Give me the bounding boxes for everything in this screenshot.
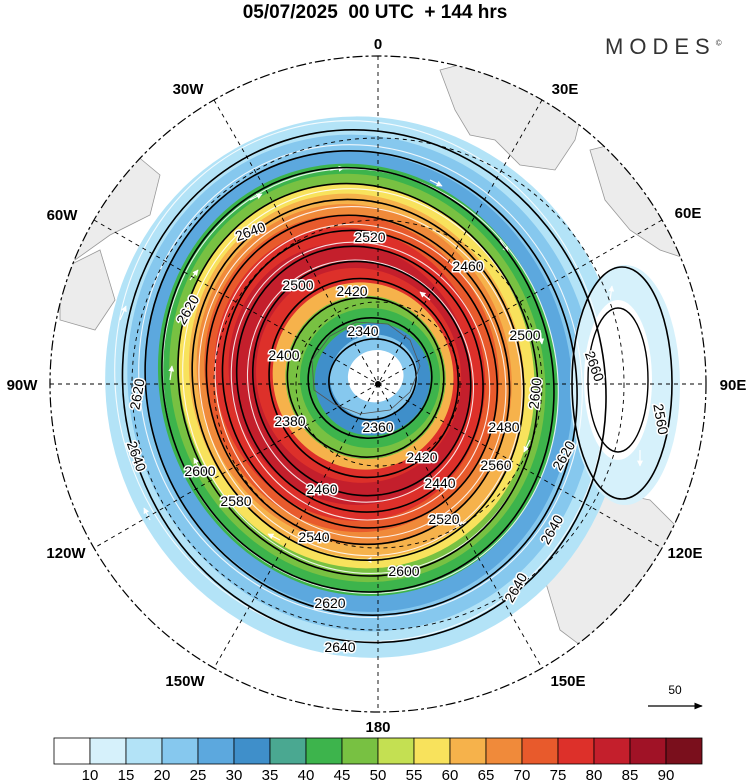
colorbar-swatch bbox=[521, 737, 559, 765]
lon-label: 90W bbox=[7, 377, 39, 394]
colorbar-swatch bbox=[413, 737, 451, 765]
lon-label: 180 bbox=[365, 719, 390, 736]
colorbar-label: 45 bbox=[334, 767, 351, 782]
colorbar-label: 10 bbox=[82, 767, 99, 782]
contour-label: 2520 bbox=[354, 229, 385, 245]
colorbar-swatch bbox=[233, 737, 271, 765]
contour-labels: 2340 2360 2380 2400 2420 2420 2440 2460 2460 2480… bbox=[122, 217, 673, 657]
streamlines bbox=[114, 120, 607, 642]
longitude-labels: 0 30E 60E 90E 120E 150E 180 150W 120W 90… bbox=[7, 36, 747, 736]
colorbar: 10 15 20 25 30 35 40 45 50 55 60 65 70 75 80 85 90 bbox=[53, 737, 703, 782]
colorbar-label: 90 bbox=[658, 767, 675, 782]
lon-label: 150E bbox=[550, 673, 585, 690]
lon-label: 150W bbox=[165, 673, 205, 690]
contour-label: 2440 bbox=[424, 475, 455, 491]
lon-label: 90E bbox=[720, 377, 747, 394]
reference-vector-label: 50 bbox=[668, 683, 682, 697]
colorbar-swatch bbox=[161, 737, 199, 765]
contour-label: 2420 bbox=[406, 449, 437, 465]
contour-label: 2360 bbox=[362, 419, 393, 435]
colorbar-label: 20 bbox=[154, 767, 171, 782]
contour-label: 2540 bbox=[298, 529, 329, 545]
contour-label: 2420 bbox=[336, 283, 367, 299]
contour-label: 2340 bbox=[347, 323, 378, 339]
lon-label: 60W bbox=[47, 207, 79, 224]
colorbar-label: 50 bbox=[370, 767, 387, 782]
south-pole-dot bbox=[375, 381, 381, 387]
contour-label: 2460 bbox=[452, 258, 483, 274]
colorbar-swatch bbox=[53, 737, 91, 765]
colorbar-swatch bbox=[449, 737, 487, 765]
colorbar-label: 35 bbox=[262, 767, 279, 782]
contour-label: 2500 bbox=[282, 277, 313, 293]
contour-label: 2560 bbox=[480, 457, 511, 473]
brand-logo: MODES© bbox=[605, 34, 722, 59]
lon-label: 60E bbox=[675, 205, 702, 222]
lon-label: 0 bbox=[374, 36, 382, 53]
contour-label: 2600 bbox=[184, 463, 215, 479]
contour-label: 2600 bbox=[388, 563, 419, 579]
contour-label: 2640 bbox=[324, 639, 355, 655]
lon-label: 30W bbox=[173, 81, 205, 98]
contour-label: 2480 bbox=[488, 419, 519, 435]
colorbar-swatch bbox=[377, 737, 415, 765]
lon-label: 120E bbox=[667, 545, 702, 562]
contour-label: 2600 bbox=[525, 377, 544, 410]
colorbar-label: 55 bbox=[406, 767, 423, 782]
colorbar-label: 15 bbox=[118, 767, 135, 782]
map-boundary bbox=[49, 55, 707, 713]
colorbar-label: 30 bbox=[226, 767, 243, 782]
colorbar-swatch bbox=[557, 737, 595, 765]
colorbar-label: 65 bbox=[478, 767, 495, 782]
colorbar-swatch bbox=[125, 737, 163, 765]
colorbar-swatch bbox=[197, 737, 235, 765]
colorbar-swatch bbox=[341, 737, 379, 765]
east-high-contour bbox=[571, 266, 673, 500]
contour-label: 2400 bbox=[268, 347, 299, 363]
contour-label: 2520 bbox=[428, 511, 459, 527]
antarctic-coast bbox=[311, 321, 421, 415]
contour-label: 2620 bbox=[314, 595, 345, 611]
contour-label: 2460 bbox=[306, 481, 337, 497]
contour-label: 2380 bbox=[274, 413, 305, 429]
colorbar-swatch bbox=[665, 737, 703, 765]
colorbar-label: 80 bbox=[586, 767, 603, 782]
colorbar-swatch bbox=[485, 737, 523, 765]
colorbar-swatch bbox=[89, 737, 127, 765]
lon-label: 30E bbox=[552, 81, 579, 98]
colorbar-label: 40 bbox=[298, 767, 315, 782]
contour-label: 2500 bbox=[509, 327, 540, 343]
colorbar-label: 60 bbox=[442, 767, 459, 782]
colorbar-swatch bbox=[269, 737, 307, 765]
colorbar-swatch bbox=[629, 737, 667, 765]
colorbar-label: 25 bbox=[190, 767, 207, 782]
colorbar-swatch bbox=[305, 737, 343, 765]
reference-vector: 50 bbox=[648, 683, 703, 710]
colorbar-swatch bbox=[593, 737, 631, 765]
height-contours bbox=[121, 129, 607, 644]
map-title: 05/07/2025 00 UTC + 144 hrs bbox=[242, 2, 508, 23]
contour-label: 2580 bbox=[220, 493, 251, 509]
colorbar-label: 85 bbox=[622, 767, 639, 782]
colorbar-label: 75 bbox=[550, 767, 567, 782]
lon-label: 120W bbox=[46, 545, 86, 562]
colorbar-label: 70 bbox=[514, 767, 531, 782]
